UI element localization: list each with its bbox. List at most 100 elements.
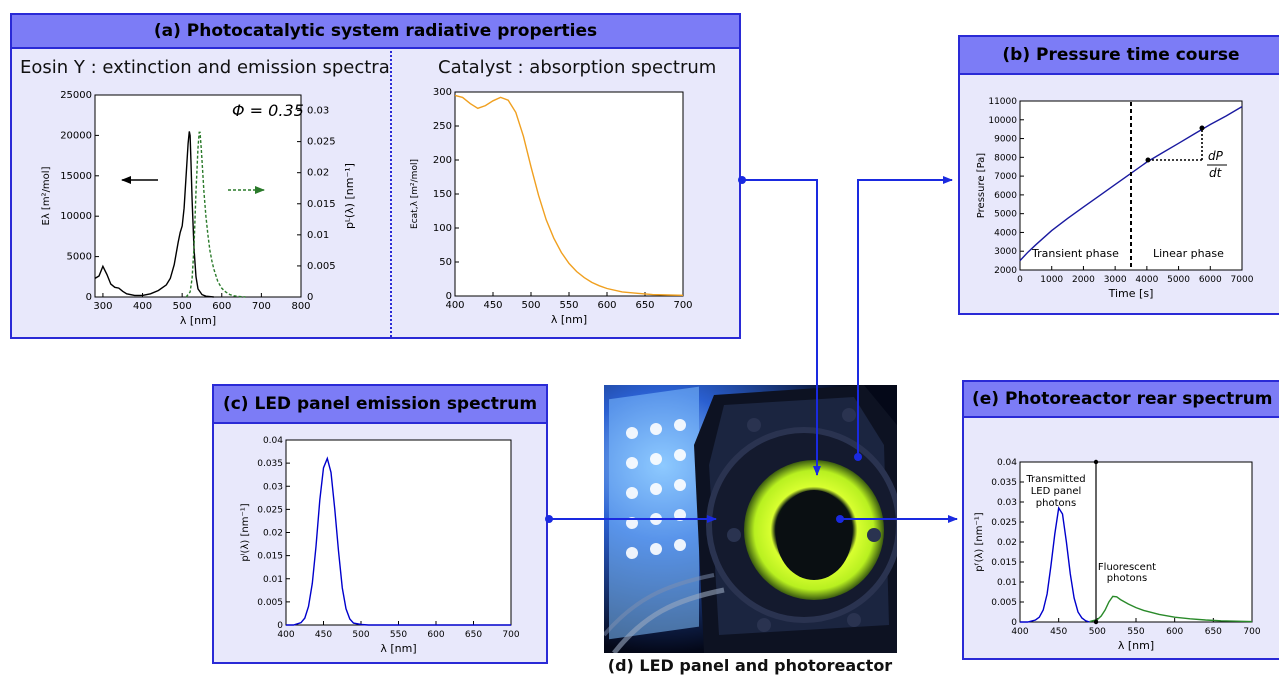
pressure-xtick-label: 7000 [1231,275,1254,285]
catalyst-xtick-label: 700 [673,300,692,311]
eosin-xtick-label: 700 [252,301,271,312]
pressure-ytick-label: 2000 [994,266,1017,276]
eosin-y2tick-label: 0.025 [307,137,336,148]
panel-c-title: (c) LED panel emission spectrum [214,386,546,424]
pressure-chart: 0 1000 2000 3000 4000 5000 6000 7000 2000 3000 400… [976,97,1254,300]
led-ytick-label: 0 [277,621,283,631]
panel-a-title: (a) Photocatalytic system radiative prop… [12,15,739,49]
pressure-ytick-label: 3000 [994,247,1017,257]
rear-xtick-label: 600 [1166,627,1183,637]
catalyst-ylabel: Ecat,λ [m²/mol] [410,159,420,229]
led-xtick-label: 400 [277,630,294,640]
pressure-xtick-label: 5000 [1167,275,1190,285]
eosin-xlabel: λ [nm] [180,314,216,327]
pressure-xtick-label: 6000 [1199,275,1222,285]
led-ytick-label: 0.03 [263,482,283,492]
rear-xtick-label: 650 [1205,627,1222,637]
catalyst-subtitle: Catalyst : absorption spectrum [438,57,717,78]
pressure-ytick-label: 9000 [994,135,1017,145]
rear-ytick-label: 0 [1011,618,1017,628]
eosin-ytick-label: 25000 [60,90,92,101]
transmitted-label-3: photons [1036,498,1076,509]
eosin-y2tick-label: 0.005 [307,261,336,272]
catalyst-plot-area [454,91,684,297]
led-xtick-label: 600 [427,630,444,640]
rear-xtick-label: 700 [1243,627,1260,637]
rear-plot-area [1019,461,1253,623]
pressure-ylabel: Pressure [Pa] [976,153,987,218]
led-xtick-label: 450 [315,630,332,640]
led-ytick-label: 0.015 [257,552,283,562]
eosin-y2tick-label: 0.02 [307,168,329,179]
eosin-y2tick-label: 0.015 [307,199,336,210]
rear-ytick-label: 0.015 [991,558,1017,568]
led-ylabel: pᴵ(λ) [nm⁻¹] [240,503,251,561]
catalyst-xtick-label: 600 [597,300,616,311]
led-ytick-label: 0.01 [263,575,283,585]
pressure-xlabel: Time [s] [1108,287,1154,300]
transmitted-label-1: Transmitted [1025,474,1085,485]
eosin-plot-area [94,94,302,298]
pressure-ytick-label: 8000 [994,153,1017,163]
transient-phase-label: Transient phase [1031,247,1119,260]
catalyst-ytick-label: 0 [446,291,452,302]
pressure-ytick-label: 7000 [994,172,1017,182]
led-ytick-label: 0.005 [257,598,283,608]
pressure-ytick-label: 5000 [994,210,1017,220]
eosin-chart: 300 400 500 600 700 8000500010000150002000025… [41,90,356,327]
panel-b-title: (b) Pressure time course [960,37,1279,75]
catalyst-xtick-label: 500 [521,300,540,311]
transmitted-label-2: LED panel [1031,486,1082,497]
led-plot-area [285,439,512,626]
eosin-xtick-label: 500 [173,301,192,312]
rear-xtick-label: 450 [1050,627,1067,637]
rear-ytick-label: 0.035 [991,478,1017,488]
led-ytick-label: 0.025 [257,505,283,515]
rear-xlabel: λ [nm] [1118,639,1154,652]
rear-ytick-label: 0.025 [991,518,1017,528]
rear-ytick-label: 0.04 [997,458,1017,468]
eosin-y2label: pᴸ(λ) [nm⁻¹] [343,163,356,229]
led-xtick-label: 650 [465,630,482,640]
rear-xtick-label: 550 [1127,627,1144,637]
connectors [545,176,958,523]
eosin-ytick-label: 5000 [67,252,92,263]
catalyst-chart: 400 450 500 550 600 650 700 0 50 100 150 200 250 300 λ… [410,87,693,326]
pressure-ytick-label: 11000 [988,97,1017,107]
catalyst-xlabel: λ [nm] [551,313,587,326]
rear-ytick-label: 0.02 [997,538,1017,548]
catalyst-ytick-label: 300 [433,87,452,98]
connector-d-to-b [857,176,953,457]
fluorescent-label-2: photons [1107,573,1147,584]
catalyst-ytick-label: 250 [433,121,452,132]
led-xtick-label: 550 [390,630,407,640]
catalyst-series-line-0 [454,94,684,296]
pressure-plot-area [1019,100,1243,271]
rear-ylabel: pᶠ(λ) [nm⁻¹] [974,512,985,571]
eosin-ytick-label: 0 [86,292,92,303]
rear-ytick-label: 0.03 [997,498,1017,508]
led-series-line-0 [286,456,511,626]
cut-top-point [1093,459,1099,465]
eosin-xtick-label: 400 [133,301,152,312]
pressure-xtick-label: 4000 [1135,275,1158,285]
catalyst-ytick-label: 150 [433,189,452,200]
pressure-xtick-label: 0 [1017,275,1023,285]
eosin-xtick-label: 800 [291,301,310,312]
led-xlabel: λ [nm] [380,642,416,655]
catalyst-ytick-label: 200 [433,155,452,166]
fluorescent-label-1: Fluorescent [1098,562,1156,573]
panel-d-caption: (d) LED panel and photoreactor [607,656,893,675]
eosin-y2tick-label: 0 [307,292,313,303]
led-ytick-label: 0.04 [263,436,283,446]
eosin-xtick-label: 600 [212,301,231,312]
rear-xtick-label: 500 [1089,627,1106,637]
phi-label: Φ = 0.35 [232,101,304,120]
dt-label: dt [1209,166,1223,180]
pressure-xtick-label: 1000 [1040,275,1063,285]
eosin-series-line-0 [94,131,214,298]
led-ytick-label: 0.035 [257,459,283,469]
eosin-ytick-label: 10000 [60,211,92,222]
eosin-y2tick-label: 0.01 [307,230,329,241]
